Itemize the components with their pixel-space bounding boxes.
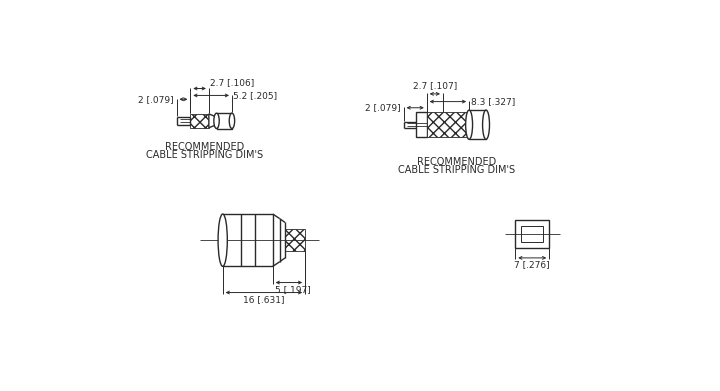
Bar	[521, 226, 543, 242]
Bar	[469, 110, 486, 139]
Bar	[217, 113, 232, 129]
Text: RECOMMENDED: RECOMMENDED	[417, 157, 496, 167]
Bar	[427, 112, 469, 137]
Text: 2 [.079]: 2 [.079]	[365, 103, 400, 112]
Text: 2.7 [.106]: 2.7 [.106]	[210, 79, 255, 88]
Ellipse shape	[214, 113, 219, 129]
Text: RECOMMENDED: RECOMMENDED	[165, 142, 244, 152]
Bar	[285, 230, 305, 251]
Polygon shape	[209, 114, 217, 128]
Bar	[416, 112, 427, 137]
Text: 2 [.079]: 2 [.079]	[138, 95, 174, 104]
Text: 16 [.631]: 16 [.631]	[243, 295, 284, 304]
Text: 5 [.197]: 5 [.197]	[275, 285, 310, 294]
Text: 2.7 [.107]: 2.7 [.107]	[413, 81, 457, 90]
Text: 7 [.276]: 7 [.276]	[514, 260, 550, 269]
Bar	[190, 114, 209, 128]
Bar	[222, 214, 273, 266]
Text: 8.3 [.327]: 8.3 [.327]	[472, 97, 516, 106]
Ellipse shape	[218, 214, 228, 266]
Text: 5.2 [.205]: 5.2 [.205]	[233, 91, 278, 100]
Ellipse shape	[466, 110, 472, 139]
Ellipse shape	[229, 113, 235, 129]
Text: CABLE STRIPPING DIM'S: CABLE STRIPPING DIM'S	[145, 150, 263, 160]
Bar	[516, 220, 549, 248]
Ellipse shape	[482, 110, 490, 139]
Text: CABLE STRIPPING DIM'S: CABLE STRIPPING DIM'S	[398, 165, 515, 175]
